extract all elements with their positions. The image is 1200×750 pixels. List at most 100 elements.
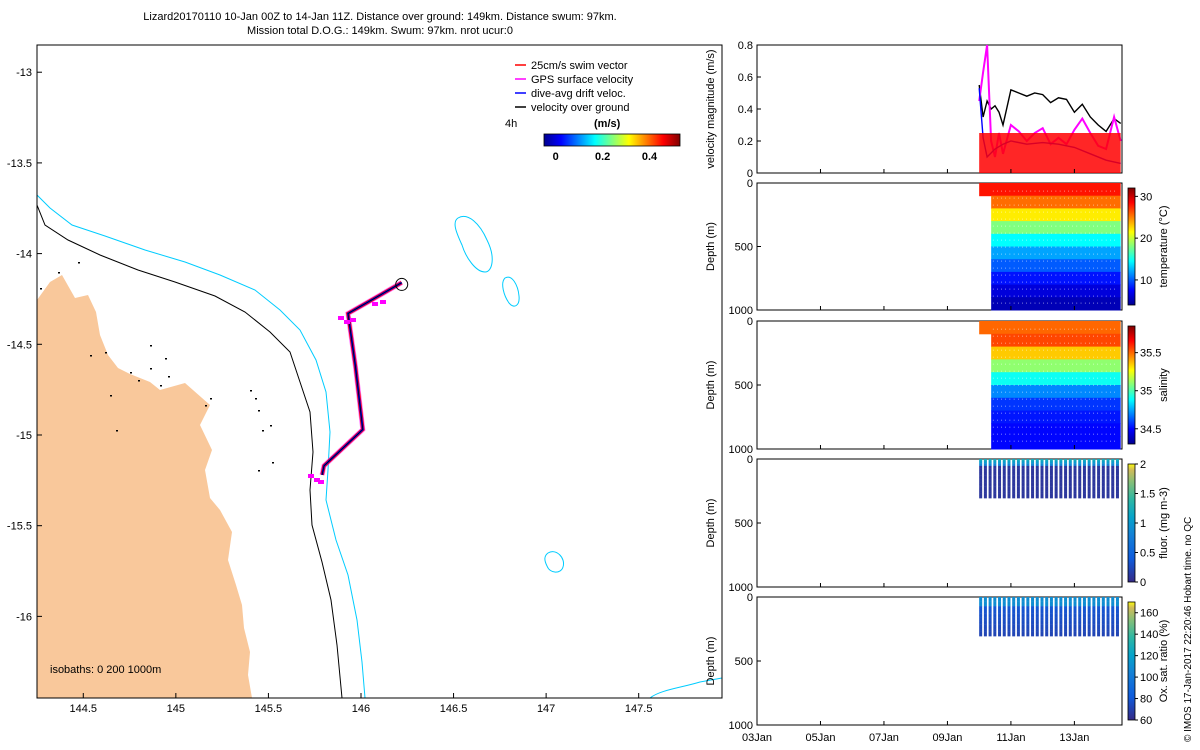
sample-point bbox=[1115, 606, 1119, 609]
sample-point bbox=[983, 459, 987, 462]
sample-point bbox=[1002, 597, 1006, 600]
sample-point bbox=[1097, 633, 1101, 637]
sample-point bbox=[1059, 606, 1063, 609]
sample-point bbox=[1064, 475, 1068, 478]
panel-ytick-label: 0.6 bbox=[738, 72, 753, 84]
sample-point bbox=[993, 486, 997, 490]
legend-drift-velocity: dive-avg drift veloc. bbox=[531, 88, 626, 100]
sample-point bbox=[1097, 461, 1101, 464]
sample-point bbox=[1101, 491, 1105, 494]
sample-point bbox=[1078, 606, 1082, 609]
panel-ytick-label: 0 bbox=[747, 168, 753, 180]
sample-point bbox=[1031, 468, 1035, 471]
sample-point bbox=[1106, 459, 1110, 462]
sample-point bbox=[1016, 613, 1020, 616]
sample-point bbox=[1106, 620, 1110, 623]
map-colorbar-tick: 0.2 bbox=[595, 151, 610, 163]
sample-point bbox=[1078, 477, 1082, 480]
sample-point bbox=[1002, 633, 1006, 637]
sample-point bbox=[1021, 465, 1025, 469]
sample-point bbox=[1045, 610, 1049, 614]
sample-point bbox=[993, 624, 997, 628]
sample-point bbox=[1012, 493, 1016, 497]
sample-point bbox=[1007, 479, 1011, 483]
sample-point bbox=[1064, 461, 1068, 464]
map-ytick-label: -13.5 bbox=[7, 158, 32, 170]
sample-point bbox=[1002, 475, 1006, 478]
sample-point bbox=[1082, 610, 1086, 614]
sample-point bbox=[1035, 495, 1039, 499]
sample-point bbox=[1073, 613, 1077, 616]
sample-point bbox=[1035, 468, 1039, 471]
rock-speck bbox=[272, 462, 274, 464]
sample-point bbox=[1082, 629, 1086, 632]
depth-band bbox=[991, 259, 1121, 273]
sample-point bbox=[1111, 486, 1115, 490]
sample-point bbox=[979, 479, 983, 483]
sample-point bbox=[1040, 606, 1044, 609]
sample-point bbox=[1101, 470, 1105, 474]
sample-point bbox=[1101, 488, 1105, 492]
map-xtick-label: 147.5 bbox=[625, 703, 653, 715]
sample-point bbox=[983, 486, 987, 490]
sample-point bbox=[1106, 486, 1110, 490]
sample-point bbox=[1087, 620, 1091, 623]
sample-point bbox=[1021, 624, 1025, 628]
sample-point bbox=[988, 472, 992, 476]
sample-point bbox=[988, 622, 992, 625]
sample-point bbox=[993, 603, 997, 607]
sample-point bbox=[1111, 615, 1115, 618]
sample-point bbox=[1068, 631, 1072, 635]
sample-point bbox=[1068, 482, 1072, 485]
sample-point bbox=[988, 606, 992, 609]
sample-point bbox=[1101, 468, 1105, 471]
panel-colorbar bbox=[1127, 187, 1136, 306]
sample-point bbox=[1106, 633, 1110, 637]
sample-point bbox=[1031, 606, 1035, 609]
sample-point bbox=[1040, 486, 1044, 490]
sample-point bbox=[1049, 493, 1053, 497]
sample-point bbox=[979, 620, 983, 623]
sample-point bbox=[988, 491, 992, 494]
sample-point bbox=[1007, 617, 1011, 621]
sample-point bbox=[1087, 484, 1091, 487]
sample-point bbox=[1002, 479, 1006, 483]
sample-point bbox=[1082, 624, 1086, 628]
sample-point bbox=[1035, 479, 1039, 483]
sample-point bbox=[1106, 606, 1110, 609]
sample-point bbox=[1082, 615, 1086, 618]
sample-point bbox=[1054, 472, 1058, 476]
sample-point bbox=[1012, 475, 1016, 478]
sample-point bbox=[1049, 475, 1053, 478]
sample-point bbox=[1111, 465, 1115, 469]
sample-point bbox=[1064, 465, 1068, 469]
sample-point bbox=[1087, 615, 1091, 618]
sample-point bbox=[979, 629, 983, 632]
sample-point bbox=[1021, 599, 1025, 602]
sample-point bbox=[1115, 482, 1119, 485]
depth-band bbox=[991, 221, 1121, 235]
sample-point bbox=[1059, 629, 1063, 632]
sample-point bbox=[1026, 461, 1030, 464]
sample-point bbox=[983, 475, 987, 478]
sample-point bbox=[1021, 491, 1025, 494]
sample-point bbox=[983, 495, 987, 499]
sample-point bbox=[998, 597, 1002, 600]
panel-ylabel: velocity magnitude (m/s) bbox=[705, 49, 717, 168]
sample-point bbox=[1078, 622, 1082, 625]
sample-point bbox=[1073, 617, 1077, 621]
sample-point bbox=[1007, 472, 1011, 476]
sample-point bbox=[1040, 624, 1044, 628]
colorbar-tick-label: 35.5 bbox=[1140, 348, 1161, 360]
sample-point bbox=[1035, 488, 1039, 492]
sample-point bbox=[1040, 468, 1044, 471]
sample-point bbox=[1082, 475, 1086, 478]
sample-point bbox=[1040, 610, 1044, 614]
sample-point bbox=[1007, 463, 1011, 467]
gps-velocity-mark bbox=[308, 474, 314, 478]
sample-point bbox=[1078, 491, 1082, 494]
sample-point bbox=[1106, 477, 1110, 480]
sample-point bbox=[983, 484, 987, 487]
sample-point bbox=[1115, 475, 1119, 478]
sample-point bbox=[1002, 459, 1006, 462]
